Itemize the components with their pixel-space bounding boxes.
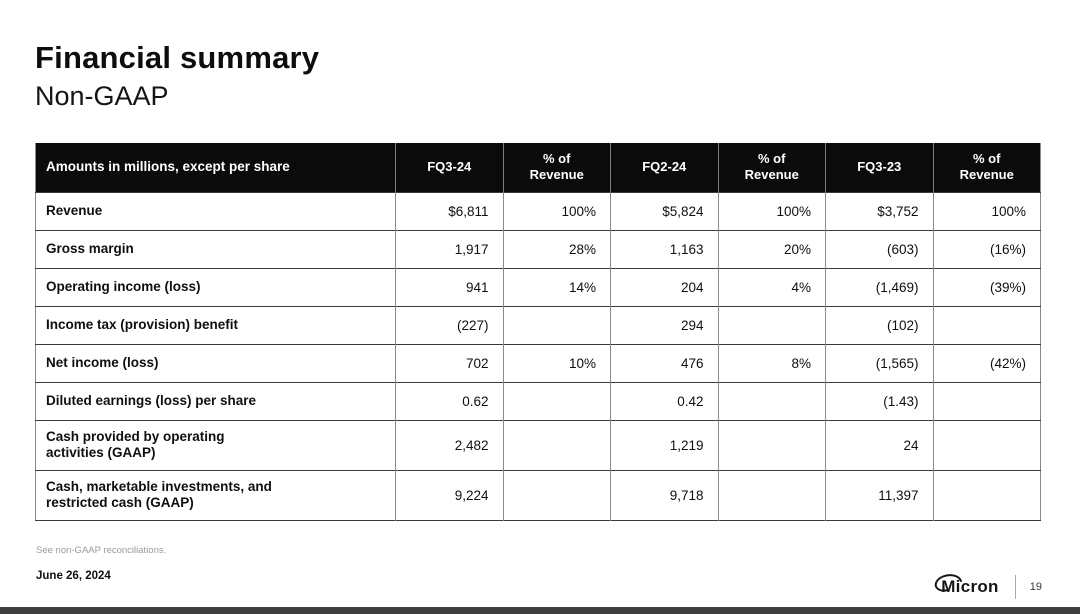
- cell-value: 100%: [503, 191, 611, 230]
- row-label: Net income (loss): [35, 343, 396, 382]
- cell-value: 4%: [718, 267, 826, 306]
- cell-value: 24: [825, 419, 934, 470]
- footer-brand-row: Micron 19: [934, 573, 1042, 601]
- bottom-bar: [0, 607, 1080, 614]
- cell-value: 100%: [718, 191, 826, 230]
- table-row-diluted-eps: Diluted earnings (loss) per share 0.62 0…: [35, 381, 1041, 420]
- cell-value: 10%: [503, 343, 611, 382]
- cell-value: [718, 469, 826, 520]
- cell-value: 204: [610, 267, 719, 306]
- cell-value: (1,565): [825, 343, 934, 382]
- row-label: Operating income (loss): [35, 267, 396, 306]
- cell-value: 294: [610, 305, 719, 344]
- cell-value: [718, 381, 826, 420]
- cell-value: [718, 419, 826, 470]
- row-label: Income tax (provision) benefit: [35, 305, 396, 344]
- cell-value: 0.42: [610, 381, 719, 420]
- table-row-cash-investments: Cash, marketable investments, and restri…: [35, 469, 1041, 520]
- cell-value: 941: [395, 267, 504, 306]
- cell-value: 1,219: [610, 419, 719, 470]
- table-row-revenue: Revenue $6,811 100% $5,824 100% $3,752 1…: [35, 191, 1041, 230]
- cell-value: 20%: [718, 229, 826, 268]
- cell-value: 11,397: [825, 469, 934, 520]
- cell-value: $5,824: [610, 191, 719, 230]
- table-row-net-income: Net income (loss) 702 10% 476 8% (1,565)…: [35, 343, 1041, 382]
- date-label: June 26, 2024: [36, 570, 111, 582]
- cell-value: 9,718: [610, 469, 719, 520]
- micron-logo: Micron: [934, 574, 999, 597]
- footer-divider: [1014, 575, 1016, 599]
- col-header-pct-revenue-2: % of Revenue: [718, 143, 826, 192]
- cell-value: 1,163: [610, 229, 719, 268]
- table-row-gross-margin: Gross margin 1,917 28% 1,163 20% (603) (…: [35, 229, 1041, 268]
- cell-value: (102): [825, 305, 934, 344]
- cell-value: 476: [610, 343, 719, 382]
- financial-summary-table: Amounts in millions, except per share FQ…: [35, 143, 1041, 521]
- col-header-pct-revenue-3: % of Revenue: [933, 143, 1041, 192]
- cell-value: 14%: [503, 267, 611, 306]
- cell-value: [933, 469, 1041, 520]
- cell-value: 28%: [503, 229, 611, 268]
- cell-value: (42%): [933, 343, 1041, 382]
- col-header-fq3-23: FQ3-23: [825, 143, 934, 192]
- cell-value: [503, 419, 611, 470]
- cell-value: 1,917: [395, 229, 504, 268]
- cell-value: 0.62: [395, 381, 504, 420]
- cell-value: (16%): [933, 229, 1041, 268]
- brand-wordmark: Micron: [941, 577, 999, 596]
- row-label: Cash, marketable investments, and restri…: [35, 469, 396, 520]
- cell-value: [933, 381, 1041, 420]
- cell-value: 100%: [933, 191, 1041, 230]
- table-row-income-tax: Income tax (provision) benefit (227) 294…: [35, 305, 1041, 344]
- page-title: Financial summary: [35, 40, 320, 75]
- col-header-fq3-24: FQ3-24: [395, 143, 504, 192]
- col-header-fq2-24: FQ2-24: [610, 143, 719, 192]
- cell-value: [933, 419, 1041, 470]
- cell-value: (1.43): [825, 381, 934, 420]
- cell-value: [933, 305, 1041, 344]
- footnote: See non-GAAP reconciliations.: [36, 545, 167, 556]
- table-header-row: Amounts in millions, except per share FQ…: [35, 143, 1041, 192]
- col-header-pct-revenue-1: % of Revenue: [503, 143, 611, 192]
- cell-value: $3,752: [825, 191, 934, 230]
- cell-value: 8%: [718, 343, 826, 382]
- col-header-amounts: Amounts in millions, except per share: [35, 143, 396, 192]
- cell-value: (1,469): [825, 267, 934, 306]
- page-number: 19: [1029, 581, 1042, 593]
- cell-value: (39%): [933, 267, 1041, 306]
- row-label: Cash provided by operating activities (G…: [35, 419, 396, 470]
- cell-value: [503, 381, 611, 420]
- cell-value: 702: [395, 343, 504, 382]
- cell-value: [503, 469, 611, 520]
- cell-value: 9,224: [395, 469, 504, 520]
- page-subtitle: Non-GAAP: [35, 81, 169, 111]
- row-label: Revenue: [35, 191, 396, 230]
- cell-value: (227): [395, 305, 504, 344]
- row-label: Gross margin: [35, 229, 396, 268]
- cell-value: [503, 305, 611, 344]
- cell-value: [718, 305, 826, 344]
- table-row-cash-operating: Cash provided by operating activities (G…: [35, 419, 1041, 470]
- cell-value: (603): [825, 229, 934, 268]
- cell-value: 2,482: [395, 419, 504, 470]
- table-row-operating-income: Operating income (loss) 941 14% 204 4% (…: [35, 267, 1041, 306]
- row-label: Diluted earnings (loss) per share: [35, 381, 396, 420]
- cell-value: $6,811: [395, 191, 504, 230]
